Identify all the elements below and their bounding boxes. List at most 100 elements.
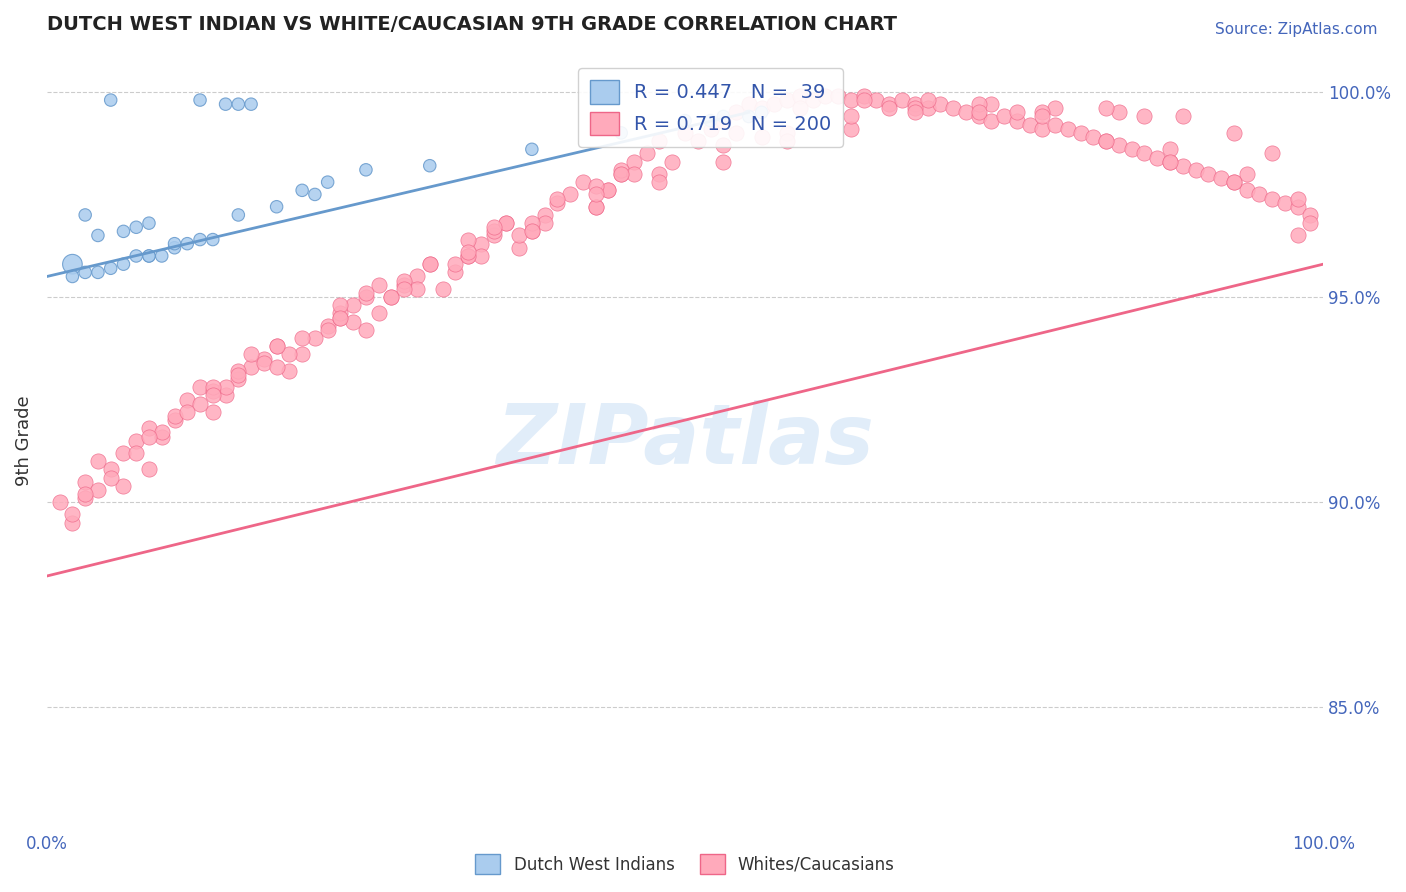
Point [266,339,288,353]
Point [304,187,326,202]
Point [711,154,734,169]
Point [354,290,377,304]
Point [100,470,122,484]
Point [1031,121,1053,136]
Point [929,97,952,112]
Point [585,200,607,214]
Point [917,93,939,107]
Point [1018,118,1040,132]
Point [610,167,633,181]
Point [598,183,620,197]
Point [1197,167,1219,181]
Point [585,200,607,214]
Point [839,93,862,107]
Point [1184,162,1206,177]
Point [1095,101,1118,115]
Point [201,380,224,394]
Point [738,97,761,112]
Point [508,241,530,255]
Point [444,257,467,271]
Point [661,154,683,169]
Point [1133,146,1156,161]
Point [188,93,211,107]
Point [1261,146,1284,161]
Point [278,364,301,378]
Point [201,384,224,399]
Point [699,113,721,128]
Point [585,187,607,202]
Point [228,208,250,222]
Point [560,187,582,202]
Point [100,93,122,107]
Point [725,105,748,120]
Point [1274,195,1296,210]
Point [546,192,568,206]
Point [623,154,645,169]
Point [1057,121,1080,136]
Point [188,233,211,247]
Point [993,110,1015,124]
Point [533,216,555,230]
Point [776,134,799,148]
Point [865,93,887,107]
Point [163,413,186,427]
Point [214,380,236,394]
Point [1286,192,1309,206]
Point [75,265,97,279]
Point [240,359,263,374]
Point [138,429,160,443]
Point [163,236,186,251]
Point [1223,126,1246,140]
Point [1121,142,1143,156]
Point [520,142,543,156]
Point [266,339,288,353]
Point [112,479,135,493]
Point [1043,118,1066,132]
Point [891,93,914,107]
Point [394,274,416,288]
Point [648,167,671,181]
Point [1236,167,1258,181]
Point [432,282,454,296]
Point [533,208,555,222]
Point [1043,101,1066,115]
Point [125,249,148,263]
Point [62,516,84,530]
Point [419,159,441,173]
Point [598,183,620,197]
Point [62,508,84,522]
Point [419,257,441,271]
Point [520,216,543,230]
Point [520,224,543,238]
Point [240,347,263,361]
Point [1171,110,1194,124]
Point [394,282,416,296]
Point [188,380,211,394]
Point [482,224,505,238]
Point [112,257,135,271]
Point [610,162,633,177]
Point [214,97,236,112]
Point [266,359,288,374]
Point [686,134,709,148]
Point [75,491,97,505]
Point [1159,154,1181,169]
Point [228,97,250,112]
Point [725,126,748,140]
Point [877,101,900,115]
Point [214,388,236,402]
Point [508,228,530,243]
Point [789,101,811,115]
Point [329,306,352,320]
Point [406,282,429,296]
Point [636,146,658,161]
Point [342,298,364,312]
Point [751,101,773,115]
Point [329,310,352,325]
Point [188,397,211,411]
Point [648,134,671,148]
Point [163,409,186,423]
Point [917,101,939,115]
Point [457,233,479,247]
Point [112,446,135,460]
